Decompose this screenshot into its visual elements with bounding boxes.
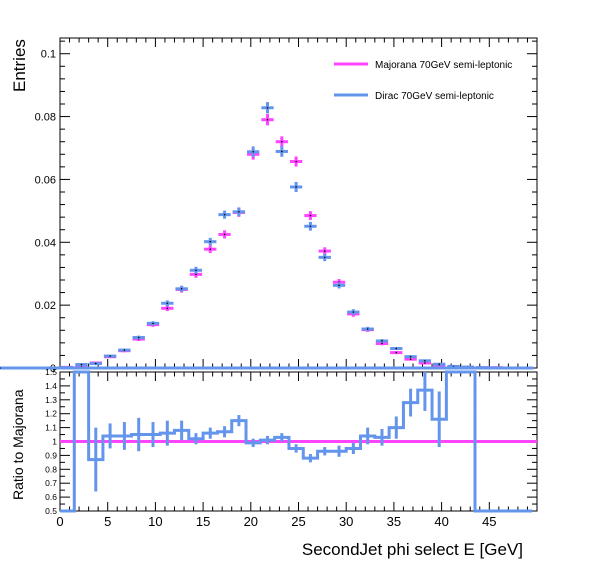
data-point-marker — [295, 160, 297, 163]
legend-label-dirac: Dirac 70GeV semi-leptonic — [375, 91, 494, 102]
data-point-marker — [223, 233, 226, 236]
ratio-y-tick-label: 1.3 — [45, 395, 57, 405]
data-point-marker — [323, 250, 326, 252]
top-y-tick-label: 0.06 — [35, 174, 56, 186]
ratio-y-tick-label: 0.7 — [45, 478, 57, 488]
data-point-marker — [309, 225, 312, 228]
data-point-marker — [266, 106, 269, 109]
data-point-marker — [166, 307, 169, 310]
data-point-marker — [381, 340, 383, 342]
data-point-marker — [309, 214, 312, 217]
data-point-marker — [424, 362, 426, 364]
ratio-y-tick-label: 1.5 — [45, 367, 57, 377]
data-point-marker — [266, 118, 269, 121]
data-point-marker — [409, 358, 412, 361]
data-point-marker — [195, 269, 197, 272]
data-point-marker — [323, 256, 326, 259]
x-tick-label: 10 — [148, 514, 162, 529]
data-point-marker — [366, 328, 369, 330]
top-y-tick-label: 0.04 — [35, 237, 56, 249]
data-point-marker — [195, 273, 197, 276]
x-tick-label: 30 — [339, 514, 353, 529]
data-point-marker — [338, 284, 340, 287]
x-axis-label: SecondJet phi select E [GeV] — [302, 540, 523, 559]
data-point-marker — [94, 362, 97, 365]
top-y-tick-label: 0.08 — [35, 112, 56, 124]
data-point-marker — [381, 342, 383, 345]
ratio-y-axis-label: Ratio to Majorana — [10, 389, 26, 500]
x-tick-label: 25 — [291, 514, 305, 529]
ratio-y-tick-label: 0.5 — [45, 506, 57, 516]
series-majorana — [0, 114, 534, 370]
top-panel: 00.020.040.060.080.1 — [0, 37, 538, 375]
data-point-marker — [109, 355, 111, 357]
x-tick-label: 15 — [196, 514, 210, 529]
data-point-marker — [137, 336, 140, 339]
legend: Majorana 70GeV semi-leptonic Dirac 70GeV… — [334, 60, 512, 102]
data-point-marker — [281, 140, 283, 143]
top-plot-frame — [59, 37, 538, 369]
x-tick-label: 5 — [104, 514, 111, 529]
ratio-y-tick-label: 0.8 — [45, 464, 57, 474]
ratio-y-tick-label: 1.4 — [45, 381, 57, 391]
data-point-marker — [295, 186, 297, 188]
data-point-marker — [209, 248, 212, 250]
ratio-panel: 0 5 10 15 20 25 30 35 40 45 0.5 0.6 0.7 0.8 0.9 1 1.1 1.2… — [45, 367, 538, 529]
top-y-tick-label: 0.02 — [35, 300, 56, 312]
data-point-marker — [438, 363, 441, 366]
ratio-y-tick-label: 0.6 — [45, 492, 57, 502]
data-point-marker — [238, 211, 240, 213]
data-point-marker — [395, 347, 398, 350]
data-point-marker — [80, 363, 83, 366]
x-tick-label: 40 — [434, 514, 448, 529]
ratio-y-tick-label: 1.1 — [45, 423, 57, 433]
x-tick-label: 20 — [244, 514, 258, 529]
ratio-y-tick-label: 0.9 — [45, 450, 57, 460]
x-tick-label: 0 — [56, 514, 63, 529]
data-point-marker — [180, 288, 183, 290]
series-dirac — [0, 102, 534, 370]
data-point-marker — [352, 311, 355, 313]
top-y-tick-label: 0.1 — [41, 49, 56, 61]
data-point-marker — [209, 240, 212, 243]
ratio-step-line — [60, 370, 533, 513]
data-point-marker — [252, 150, 254, 153]
data-point-marker — [223, 213, 226, 216]
ratio-y-tick-label: 1.2 — [45, 409, 57, 419]
data-point-marker — [166, 302, 169, 305]
top-y-axis-label: Entries — [10, 39, 29, 92]
data-point-marker — [152, 322, 154, 325]
ratio-y-tick-label: 1 — [52, 437, 57, 447]
data-point-marker — [409, 355, 412, 358]
data-point-marker — [395, 351, 398, 354]
ratio-series — [60, 370, 533, 513]
data-point-marker — [0, 367, 1, 369]
data-point-marker — [123, 349, 126, 351]
data-point-marker — [424, 359, 426, 362]
x-tick-label: 45 — [482, 514, 496, 529]
x-tick-label: 35 — [387, 514, 401, 529]
data-point-marker — [281, 150, 283, 153]
legend-label-majorana: Majorana 70GeV semi-leptonic — [375, 60, 512, 71]
